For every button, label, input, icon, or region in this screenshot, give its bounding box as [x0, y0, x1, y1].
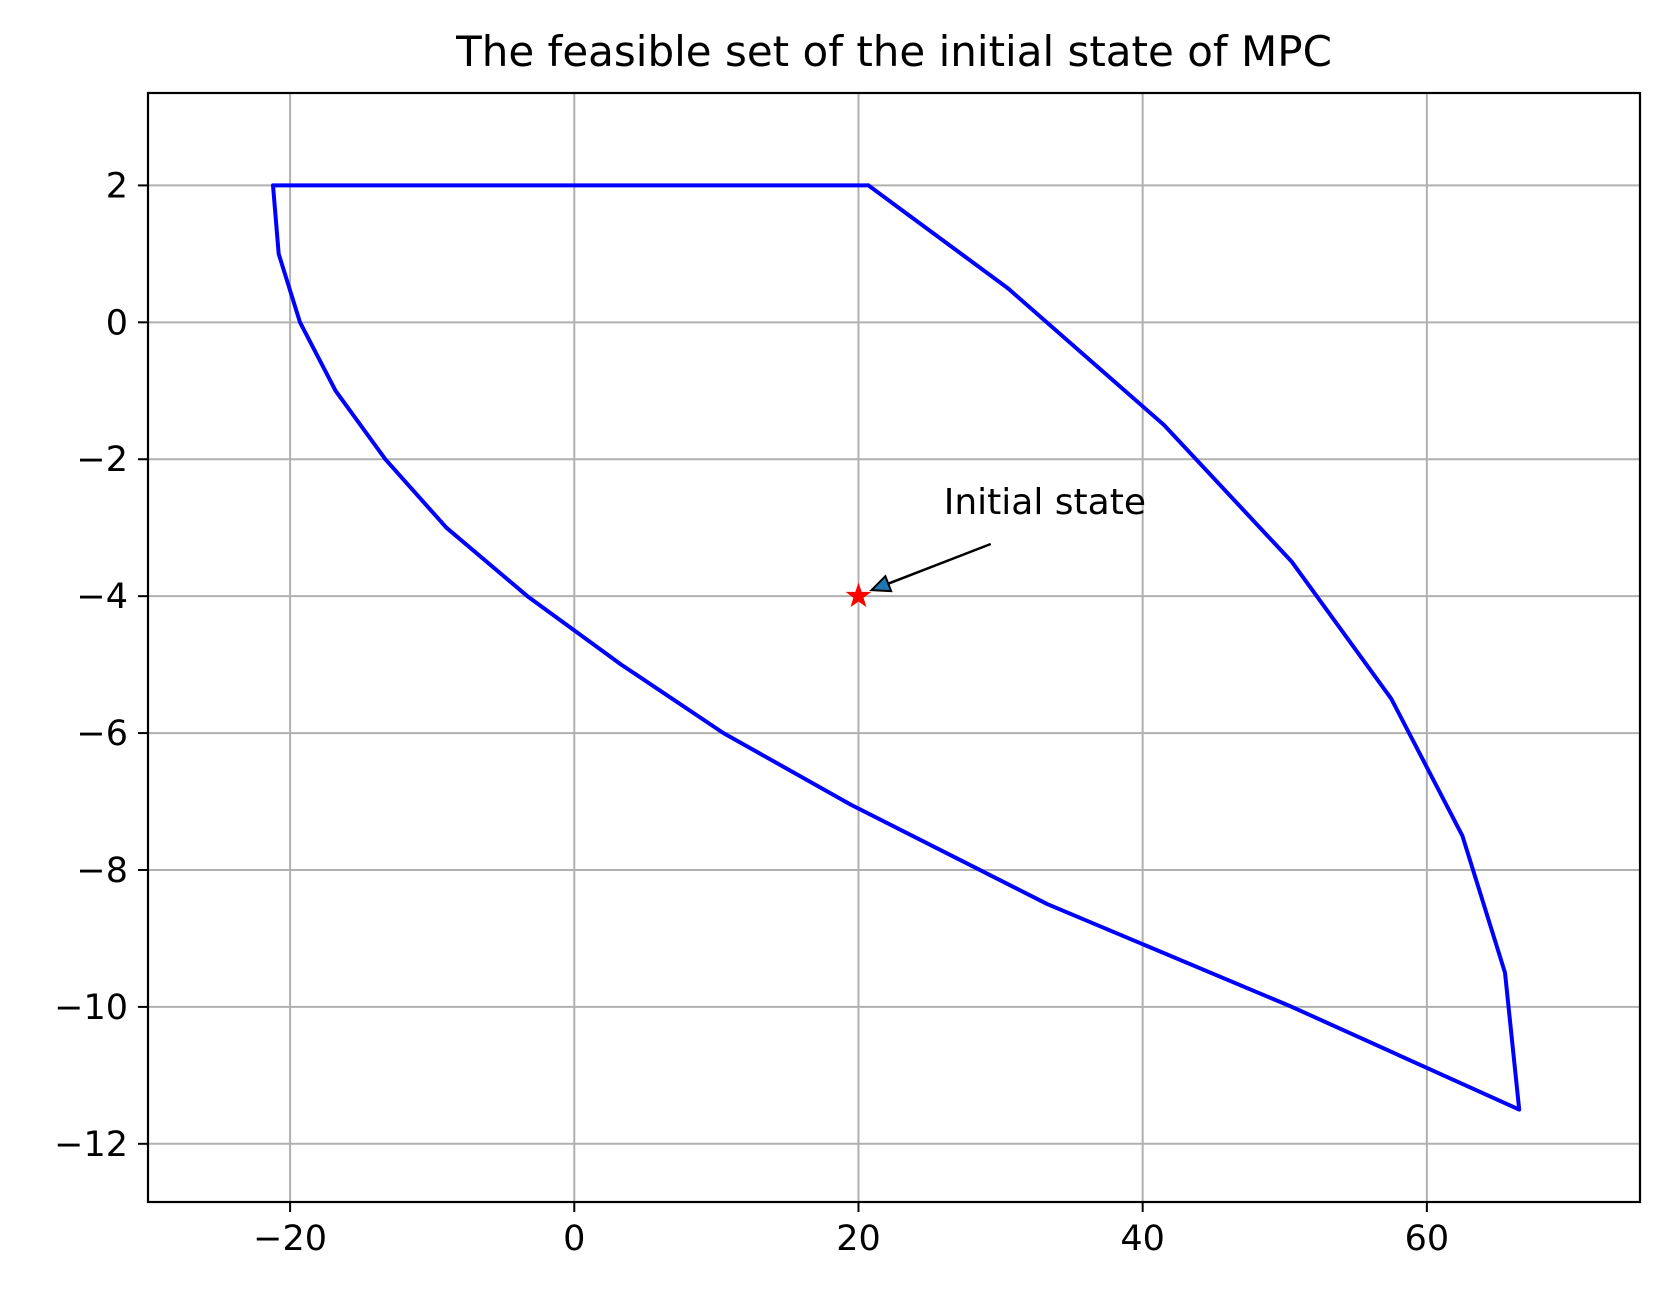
annotation-layer: Initial state: [869, 482, 1146, 593]
chart-title: The feasible set of the initial state of…: [455, 27, 1332, 76]
initial-state-star-marker: [845, 582, 872, 608]
x-tick-label: 60: [1405, 1219, 1450, 1259]
plot-frame: [146, 91, 1642, 1204]
annotation-label: Initial state: [944, 482, 1146, 523]
x-tick-label: 0: [563, 1219, 585, 1259]
feasible-set-boundary: [271, 183, 1522, 1112]
y-tick-label: −6: [76, 714, 128, 754]
x-tick-label: −20: [253, 1219, 327, 1259]
annotation-arrow-line: [887, 542, 992, 585]
x-tick-label: 40: [1120, 1219, 1165, 1259]
y-tick-label: −2: [76, 440, 128, 480]
x-tick-label: 20: [836, 1219, 881, 1259]
y-tick-label: −4: [76, 577, 128, 617]
annotation-arrowhead: [869, 574, 893, 593]
y-tick-label: 0: [106, 303, 128, 343]
y-tick-label: 2: [106, 166, 128, 206]
plot-area: [148, 93, 1640, 1202]
y-tick-label: −8: [76, 851, 128, 891]
series-layer: [271, 183, 1522, 1112]
y-tick-label: −10: [54, 988, 128, 1028]
grid: [148, 93, 1640, 1202]
y-tick-label: −12: [54, 1125, 128, 1165]
